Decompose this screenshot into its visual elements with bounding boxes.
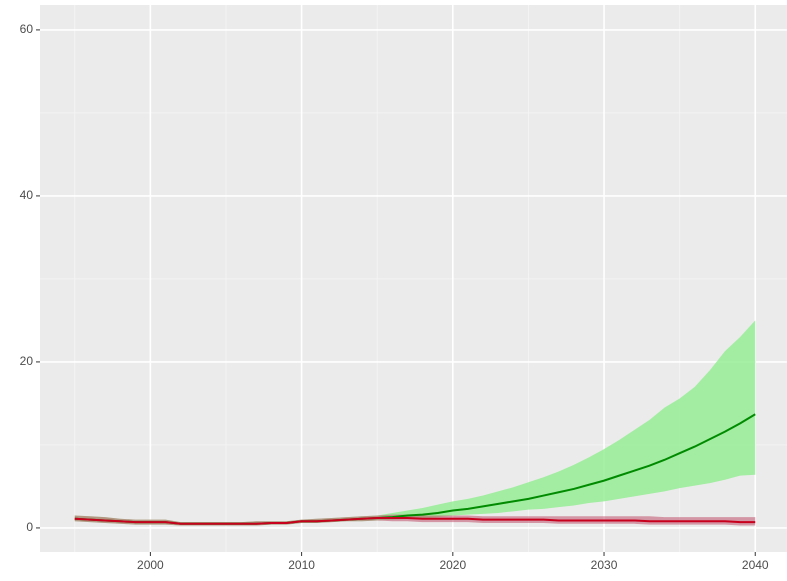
y-tick-label: 40 (20, 188, 34, 202)
ribbon (74, 514, 756, 526)
y-tick-label: 20 (20, 354, 34, 368)
x-tick-label: 2010 (288, 558, 315, 572)
x-tick-label: 2020 (439, 558, 466, 572)
line (74, 516, 756, 525)
x-tick-label: 2030 (591, 558, 618, 572)
x-tick-label: 2040 (742, 558, 769, 572)
ribbon (74, 320, 756, 526)
y-tick-label: 60 (20, 22, 34, 36)
y-tick-label: 0 (26, 520, 33, 534)
x-tick-label: 2000 (137, 558, 164, 572)
